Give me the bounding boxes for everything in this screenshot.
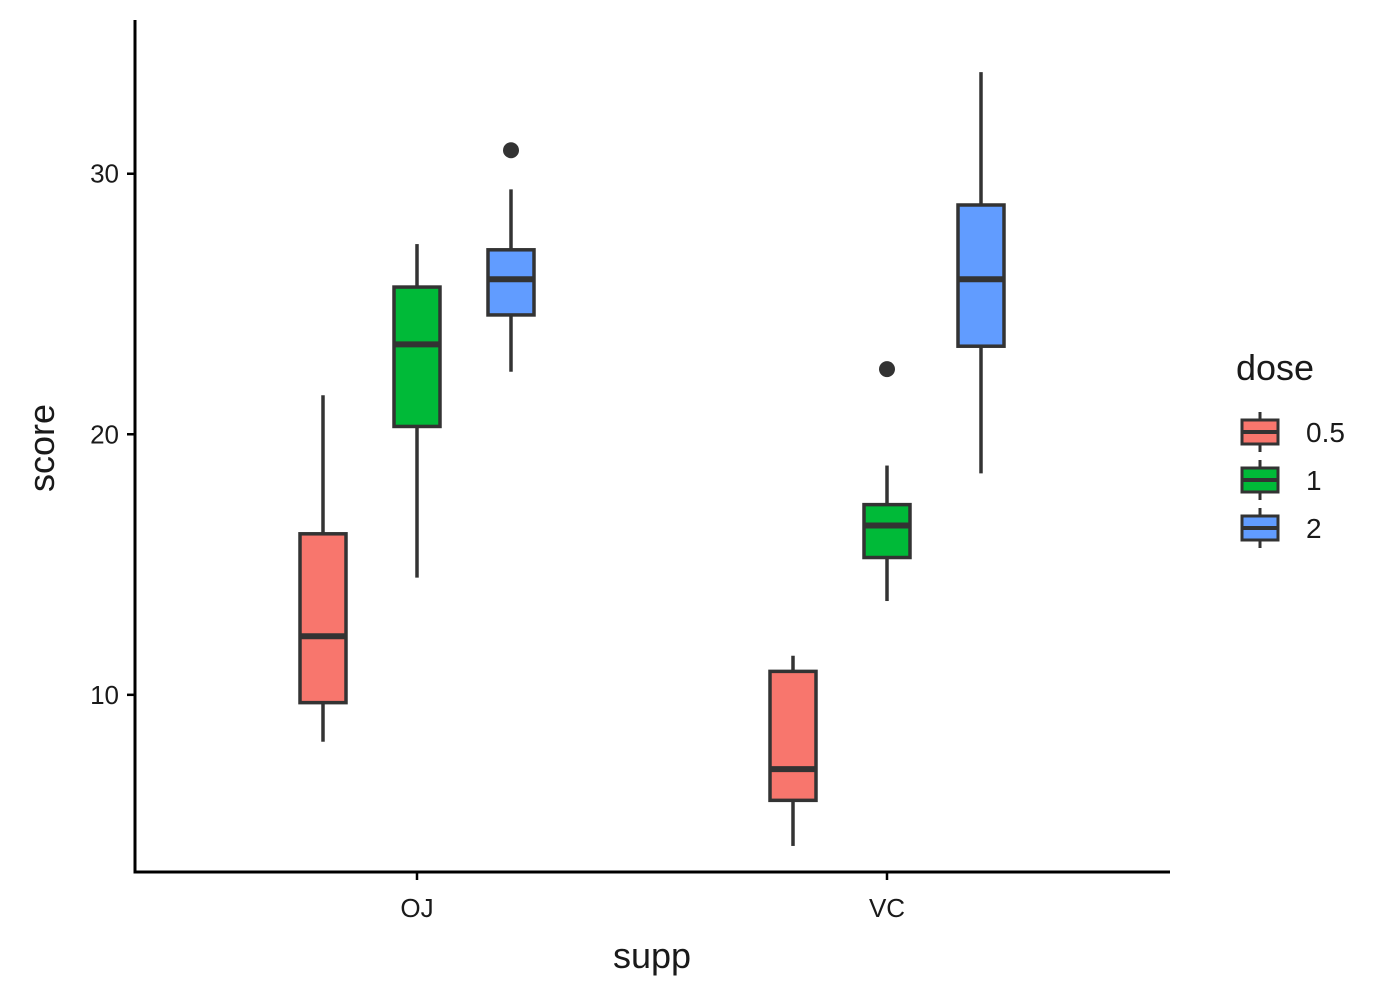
box-OJ-0.5	[298, 395, 348, 742]
x-ticks: OJ VC	[400, 872, 905, 923]
box-VC-0.5	[768, 655, 818, 846]
box-body	[486, 248, 536, 317]
outlier-point	[879, 361, 895, 378]
box-OJ-1	[392, 244, 442, 578]
y-tick-label: 20	[90, 419, 119, 449]
box-body	[392, 285, 442, 429]
box-body	[768, 669, 818, 803]
box-VC-1	[862, 361, 912, 602]
outlier-point	[503, 142, 519, 159]
box-VC-2	[956, 72, 1006, 474]
legend-keys: 0.5 1 2	[1240, 412, 1345, 548]
legend-title: dose	[1236, 347, 1314, 388]
y-tick-label: 30	[90, 159, 119, 189]
y-ticks: 10 20 30	[90, 159, 135, 710]
x-tick-label: VC	[869, 893, 905, 923]
legend-label: 2	[1306, 513, 1322, 544]
box-body	[298, 532, 348, 705]
legend-item: 1	[1240, 460, 1322, 500]
legend-item: 2	[1240, 508, 1322, 548]
y-axis-title: score	[21, 404, 62, 492]
x-tick-label: OJ	[400, 893, 433, 923]
y-tick-label: 10	[90, 680, 119, 710]
x-axis-title: supp	[613, 935, 691, 976]
legend-label: 1	[1306, 465, 1322, 496]
legend-item: 0.5	[1240, 412, 1345, 452]
legend: dose 0.5 1 2	[1236, 347, 1345, 548]
box-body	[956, 203, 1006, 348]
box-OJ-2	[486, 142, 536, 372]
legend-label: 0.5	[1306, 417, 1345, 448]
boxes-layer	[298, 72, 1006, 846]
box-body	[862, 502, 912, 560]
